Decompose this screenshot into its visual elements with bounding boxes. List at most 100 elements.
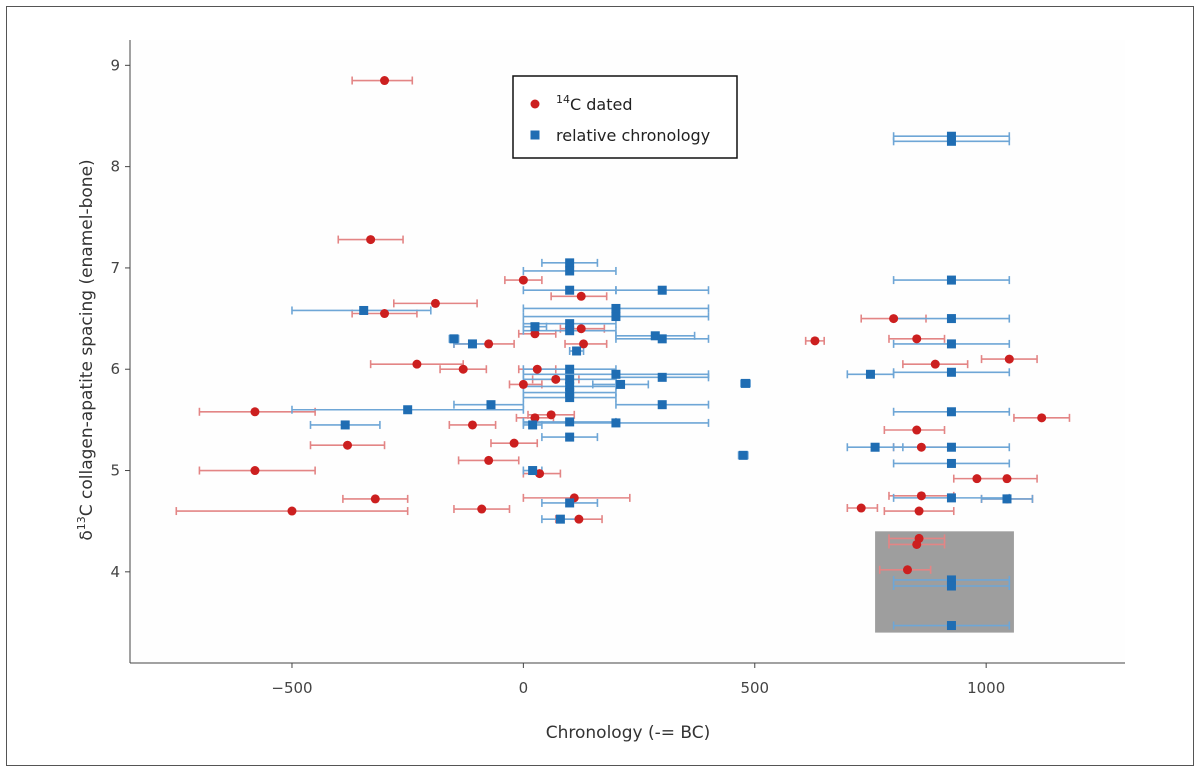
x-tick-label: 0 xyxy=(519,679,529,697)
point-14c-dated xyxy=(914,506,924,516)
y-tick-label: 8 xyxy=(110,158,120,176)
point-relative-chronology xyxy=(611,418,621,428)
point-14c-dated xyxy=(380,309,390,319)
point-relative-chronology xyxy=(1002,494,1012,504)
point-14c-dated xyxy=(551,374,561,384)
point-relative-chronology xyxy=(657,400,667,410)
point-relative-chronology xyxy=(946,314,956,324)
point-14c-dated xyxy=(972,474,982,484)
point-14c-dated xyxy=(484,339,494,349)
point-relative-chronology xyxy=(611,303,621,313)
point-14c-dated xyxy=(509,438,519,448)
y-tick-label: 9 xyxy=(110,56,120,74)
point-14c-dated xyxy=(530,413,540,423)
point-relative-chronology xyxy=(865,369,875,379)
point-14c-dated xyxy=(530,329,540,339)
point-14c-dated xyxy=(287,506,297,516)
point-relative-chronology xyxy=(565,393,575,403)
point-relative-chronology xyxy=(611,369,621,379)
point-14c-dated xyxy=(576,291,586,301)
point-relative-chronology xyxy=(946,621,956,631)
point-relative-chronology xyxy=(572,346,582,356)
point-14c-dated xyxy=(912,425,922,435)
point-relative-chronology xyxy=(657,285,667,295)
point-14c-dated xyxy=(1037,413,1047,423)
point-relative-chronology xyxy=(565,319,575,329)
point-relative-chronology xyxy=(528,466,538,476)
y-axis-title: δ13C collagen-apatite spacing (enamel-bo… xyxy=(75,159,97,540)
x-axis-title: Chronology (-= BC) xyxy=(546,723,711,743)
point-relative-chronology xyxy=(565,498,575,508)
point-14c-dated xyxy=(532,364,542,374)
point-relative-chronology xyxy=(565,285,575,295)
legend-box xyxy=(512,75,738,159)
legend-label-relative-chronology: relative chronology xyxy=(556,126,710,145)
point-14c-dated xyxy=(412,359,422,369)
point-relative-chronology xyxy=(467,339,477,349)
point-relative-chronology xyxy=(528,420,538,430)
point-14c-dated xyxy=(430,298,440,308)
point-14c-dated xyxy=(912,334,922,344)
point-14c-dated xyxy=(574,514,584,524)
point-14c-dated xyxy=(576,324,586,334)
point-relative-chronology xyxy=(565,326,575,336)
x-tick-label: 1000 xyxy=(967,679,1005,697)
point-relative-chronology xyxy=(946,367,956,377)
point-relative-chronology xyxy=(565,258,575,268)
point-14c-dated xyxy=(546,410,556,420)
point-14c-dated xyxy=(535,469,545,479)
point-relative-chronology xyxy=(565,388,575,398)
point-14c-dated xyxy=(458,364,468,374)
point-14c-dated xyxy=(250,407,260,417)
point-14c-dated xyxy=(366,235,376,245)
legend: 14C dated relative chronology xyxy=(512,75,738,159)
point-relative-chronology xyxy=(555,514,565,524)
point-relative-chronology xyxy=(946,131,956,141)
point-relative-chronology xyxy=(616,379,626,389)
x-tick-label: −500 xyxy=(271,679,312,697)
point-relative-chronology xyxy=(565,381,575,391)
point-relative-chronology xyxy=(403,405,413,415)
point-14c-dated xyxy=(902,565,912,575)
point-relative-chronology xyxy=(565,266,575,276)
point-relative-chronology xyxy=(530,322,540,332)
point-14c-dated xyxy=(484,455,494,465)
point-14c-dated xyxy=(916,442,926,452)
point-14c-dated xyxy=(250,466,260,476)
point-14c-dated xyxy=(1002,474,1012,484)
point-relative-chronology xyxy=(449,334,459,344)
point-14c-dated xyxy=(912,539,922,549)
point-14c-dated xyxy=(467,420,477,430)
y-tick-label: 6 xyxy=(110,360,120,378)
point-relative-chronology xyxy=(650,331,660,341)
point-14c-dated xyxy=(518,275,528,285)
y-tick-label: 7 xyxy=(110,259,120,277)
point-relative-chronology xyxy=(565,364,575,374)
point-relative-chronology xyxy=(741,378,751,388)
point-relative-chronology xyxy=(657,372,667,382)
y-tick-label: 5 xyxy=(110,462,120,480)
point-14c-dated xyxy=(930,359,940,369)
point-14c-dated xyxy=(889,314,899,324)
point-14c-dated xyxy=(380,76,390,86)
point-14c-dated xyxy=(343,440,353,450)
legend-marker-relative-chronology xyxy=(530,130,540,140)
point-14c-dated xyxy=(916,491,926,501)
legend-marker-14c-dated xyxy=(530,99,540,109)
point-14c-dated xyxy=(1004,354,1014,364)
point-relative-chronology xyxy=(946,442,956,452)
point-14c-dated xyxy=(518,379,528,389)
point-relative-chronology xyxy=(946,493,956,503)
point-relative-chronology xyxy=(359,305,369,315)
point-relative-chronology xyxy=(565,374,575,384)
point-relative-chronology xyxy=(946,407,956,417)
point-14c-dated xyxy=(856,503,866,513)
point-relative-chronology xyxy=(946,575,956,585)
point-relative-chronology xyxy=(946,339,956,349)
point-relative-chronology xyxy=(870,442,880,452)
point-relative-chronology xyxy=(946,458,956,468)
point-relative-chronology xyxy=(946,136,956,146)
point-relative-chronology xyxy=(486,400,496,410)
point-relative-chronology xyxy=(946,275,956,285)
